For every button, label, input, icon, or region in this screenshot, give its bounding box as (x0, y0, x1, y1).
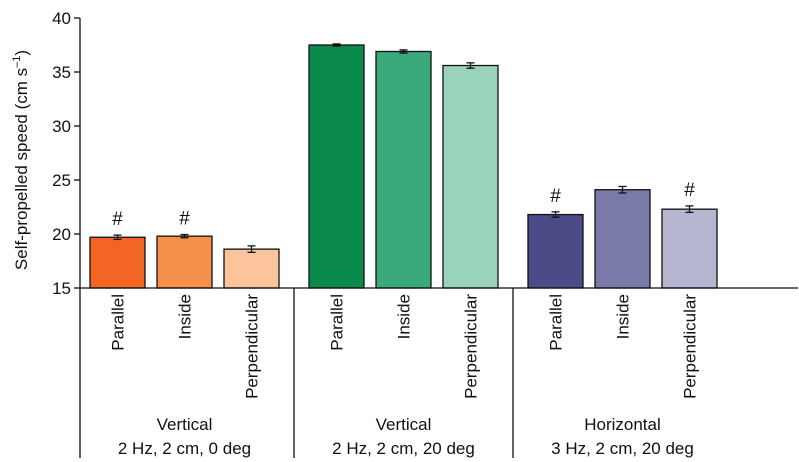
x-tick-label: Inside (395, 294, 414, 339)
group-label-line2: 2 Hz, 2 cm, 0 deg (118, 439, 251, 458)
bar (661, 208, 718, 289)
group-label-line1: Horizontal (584, 415, 661, 434)
x-tick-label: Perpendicular (681, 294, 700, 399)
y-tick-label: 30 (52, 117, 71, 136)
bar (156, 235, 213, 289)
bar (527, 213, 584, 289)
bars: # # # # (89, 43, 718, 289)
bar (308, 44, 365, 289)
x-tick-label: Inside (176, 294, 195, 339)
x-tick-label: Perpendicular (462, 294, 481, 399)
bar (594, 189, 651, 289)
y-tick-label: 20 (52, 225, 71, 244)
x-tick-label: Parallel (328, 294, 347, 351)
y-tick-label: 35 (52, 63, 71, 82)
x-tick-label: Parallel (547, 294, 566, 351)
y-axis-label: Self-propelled speed (cm s–1) (11, 50, 31, 270)
y-tick-label: 15 (52, 279, 71, 298)
significance-mark: # (550, 186, 561, 207)
bar (375, 50, 432, 289)
x-tick-label: Inside (614, 294, 633, 339)
group-label-line2: 2 Hz, 2 cm, 20 deg (332, 439, 475, 458)
bar (223, 248, 280, 289)
significance-mark: # (684, 180, 695, 201)
x-tick-label: Perpendicular (243, 294, 262, 399)
y-tick-label: 25 (52, 171, 71, 190)
group-label-line1: Vertical (376, 415, 432, 434)
significance-mark: # (179, 209, 190, 230)
y-tick-label: 40 (52, 9, 71, 28)
bar (442, 64, 499, 289)
group-label-line2: 3 Hz, 2 cm, 20 deg (551, 439, 694, 458)
bar (89, 236, 146, 289)
x-axis: Parallel Inside Perpendicular Vertical 2 Hz,… (80, 287, 798, 458)
group-label-line1: Vertical (157, 415, 213, 434)
y-axis: 15 20 25 30 35 40 (52, 9, 81, 458)
x-tick-label: Parallel (109, 294, 128, 351)
significance-mark: # (112, 209, 123, 230)
y-axis-title: Self-propelled speed (cm s–1) (11, 50, 31, 270)
